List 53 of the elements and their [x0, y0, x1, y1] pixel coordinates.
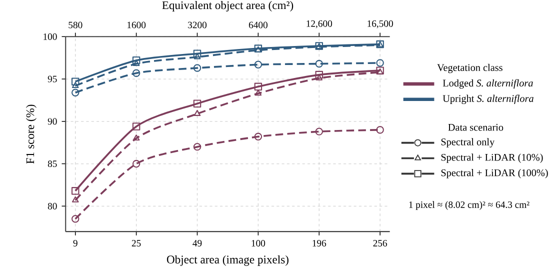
y-tick-label: 100	[44, 33, 57, 40]
point	[194, 53, 201, 60]
point	[132, 122, 140, 130]
text: Upright S. alterniflora	[442, 94, 534, 104]
x-axis-title: Object area (image pixels)	[166, 255, 288, 266]
x-tick-label: 25	[132, 240, 141, 246]
y-tick-label: 95	[48, 76, 57, 82]
x2-axis-title: Equivalent object area (cm²)	[162, 0, 294, 12]
text: Lodged S. alterniflora	[442, 79, 533, 89]
x-tick-label: 100	[252, 240, 266, 246]
y-tick-label: 85	[48, 160, 57, 167]
y-tick-label: 90	[48, 118, 57, 125]
text: 1600	[128, 22, 146, 28]
point	[193, 64, 202, 72]
text: Vegetation class	[437, 64, 502, 74]
point	[72, 78, 80, 86]
point	[72, 196, 79, 202]
x-tick-label: 49	[192, 240, 202, 246]
point	[376, 59, 384, 67]
point	[193, 100, 202, 108]
point	[72, 88, 80, 96]
point	[193, 50, 202, 58]
text: Spectral + LiDAR (100%)	[441, 169, 548, 178]
point	[254, 90, 262, 96]
x-tick-label: 9	[73, 240, 78, 246]
point	[72, 186, 80, 195]
point	[132, 160, 140, 168]
point	[132, 56, 140, 64]
point	[193, 142, 202, 151]
text: 580	[68, 22, 82, 28]
text: 6400	[248, 22, 268, 28]
text: Spectral + LiDAR (10%)	[441, 154, 543, 163]
point	[254, 60, 262, 68]
text: Data scenario	[448, 124, 504, 131]
point	[254, 82, 262, 90]
point	[72, 214, 80, 223]
point	[315, 128, 323, 136]
point	[315, 60, 323, 68]
text: Spectral only	[441, 138, 495, 148]
x-tick-label: 196	[312, 240, 326, 246]
point	[254, 132, 262, 140]
text: 1 pixel ≈ (8.02 cm)² ≈ 64.3 cm²	[409, 201, 530, 210]
text: 3200	[188, 22, 207, 28]
y-axis-title: F1 score (%)	[26, 104, 36, 164]
point	[315, 70, 323, 79]
point	[194, 110, 201, 116]
x-tick-label: 256	[373, 240, 388, 246]
point	[132, 69, 140, 77]
text: 12,600	[306, 20, 332, 28]
point	[132, 134, 140, 140]
point	[376, 126, 384, 134]
text: 16,500	[368, 20, 393, 28]
y-tick-label: 80	[48, 202, 57, 210]
